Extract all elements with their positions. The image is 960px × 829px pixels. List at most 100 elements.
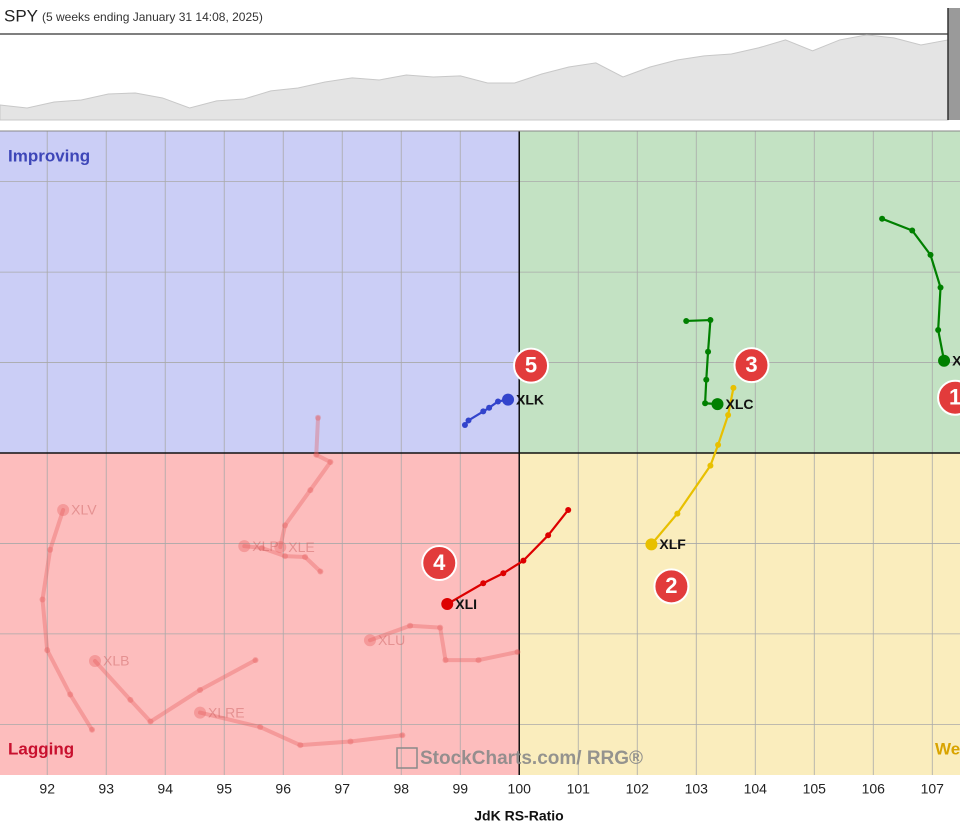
x-tick-label: 106 bbox=[862, 781, 886, 797]
trail-point bbox=[674, 510, 681, 517]
rank-badge-label: 5 bbox=[525, 352, 537, 377]
benchmark-panel: SPY (5 weeks ending January 31 14:08, 20… bbox=[0, 6, 960, 121]
trail-point bbox=[703, 376, 710, 383]
trail-point bbox=[514, 648, 521, 655]
rank-badge bbox=[733, 347, 770, 384]
trail-head bbox=[938, 354, 951, 367]
trail-point bbox=[281, 553, 288, 560]
trail-point bbox=[281, 522, 288, 529]
trail-point bbox=[258, 544, 265, 551]
x-tick-label: 104 bbox=[744, 781, 768, 797]
benchmark-area bbox=[0, 34, 949, 121]
benchmark-subtitle: (5 weeks ending January 31 14:08, 2025) bbox=[42, 10, 263, 24]
rank-badge-label: 3 bbox=[745, 352, 757, 377]
watermark: StockCharts.com/ RRG® bbox=[420, 748, 643, 769]
quadrant-label: Weakening bbox=[935, 739, 960, 758]
series-label: XLE bbox=[288, 539, 314, 555]
series-label: XLB bbox=[103, 653, 129, 669]
trail-point bbox=[47, 546, 54, 553]
x-tick-label: 100 bbox=[508, 781, 532, 797]
x-axis-label: JdK RS-Ratio bbox=[474, 808, 563, 824]
trail-line bbox=[242, 544, 323, 574]
trail-point bbox=[302, 554, 309, 561]
x-tick-label: 92 bbox=[39, 781, 55, 797]
trail-line bbox=[278, 415, 333, 550]
trail-head bbox=[238, 540, 251, 553]
trail-point bbox=[725, 412, 732, 419]
trail-point bbox=[730, 384, 737, 391]
period-marker bbox=[948, 8, 960, 120]
trail-point bbox=[937, 284, 944, 291]
trail-point bbox=[475, 657, 482, 664]
trail-point bbox=[442, 657, 449, 664]
trail-point bbox=[127, 696, 134, 703]
rank-badge bbox=[421, 545, 458, 582]
trail-point bbox=[500, 570, 507, 577]
trail-point bbox=[545, 532, 552, 539]
rank-badge bbox=[937, 379, 960, 416]
x-tick-label: 97 bbox=[334, 781, 350, 797]
rank-badge bbox=[513, 347, 550, 384]
x-tick-label: 98 bbox=[393, 781, 409, 797]
trail-point bbox=[520, 557, 527, 564]
trail-head bbox=[502, 393, 515, 406]
trail-point bbox=[44, 647, 51, 654]
plot-area: 92 93 94 95 96 97 98 99 100 101 102 103 104 105 106 107… bbox=[0, 130, 960, 797]
trail-point bbox=[39, 596, 46, 603]
trail-head bbox=[363, 634, 376, 647]
trail-head bbox=[441, 598, 454, 611]
rank-badge-label: 2 bbox=[665, 573, 677, 598]
rank-badge-label: 4 bbox=[433, 550, 446, 575]
trail-point bbox=[935, 326, 942, 333]
trail-head bbox=[88, 655, 101, 668]
trail-point bbox=[707, 317, 714, 324]
x-tick-label: 93 bbox=[98, 781, 114, 797]
trail-point bbox=[715, 441, 722, 448]
trail-point bbox=[705, 348, 712, 355]
trail-point bbox=[307, 487, 314, 494]
trail-point bbox=[67, 691, 74, 698]
series-label: XLRE bbox=[208, 704, 245, 720]
trail-point bbox=[347, 738, 354, 745]
rank-badge-label: 1 bbox=[949, 385, 960, 410]
trail-point bbox=[257, 724, 264, 731]
quadrant-label: Lagging bbox=[8, 739, 74, 758]
trail-head bbox=[274, 541, 287, 554]
trail-head bbox=[57, 503, 70, 516]
trail-point bbox=[297, 742, 304, 749]
trail-point bbox=[147, 718, 154, 725]
trail-point bbox=[702, 400, 709, 407]
trail-line bbox=[650, 386, 735, 546]
trail-head bbox=[711, 398, 724, 411]
trail-point bbox=[480, 408, 487, 415]
x-tick-label: 101 bbox=[567, 781, 591, 797]
x-tick-label: 94 bbox=[157, 781, 173, 797]
trail-point bbox=[480, 580, 487, 587]
trail-point bbox=[89, 726, 96, 733]
trail-line bbox=[198, 710, 405, 748]
series-label: XLC bbox=[725, 396, 753, 412]
trail-head bbox=[645, 538, 658, 551]
x-tick-label: 99 bbox=[452, 781, 468, 797]
trail-point bbox=[317, 568, 324, 575]
x-tick-label: 102 bbox=[626, 781, 650, 797]
trail-point bbox=[327, 459, 334, 466]
trail-line bbox=[446, 508, 570, 606]
series-label: XLF bbox=[659, 536, 686, 552]
trail-point bbox=[399, 732, 406, 739]
trail-point bbox=[437, 624, 444, 631]
trail-point bbox=[683, 317, 690, 324]
benchmark-name: SPY bbox=[4, 6, 38, 25]
trail-point bbox=[461, 421, 468, 428]
trail-point bbox=[407, 622, 414, 629]
quadrant-leading bbox=[519, 131, 960, 453]
trail-head bbox=[194, 706, 207, 719]
series-label: XLV bbox=[71, 502, 97, 518]
x-tick-label: 103 bbox=[685, 781, 709, 797]
trail-line bbox=[881, 217, 946, 362]
trail-line bbox=[92, 658, 258, 724]
trail-point bbox=[927, 251, 934, 258]
trail-point bbox=[707, 462, 714, 469]
trail-point bbox=[313, 451, 320, 458]
